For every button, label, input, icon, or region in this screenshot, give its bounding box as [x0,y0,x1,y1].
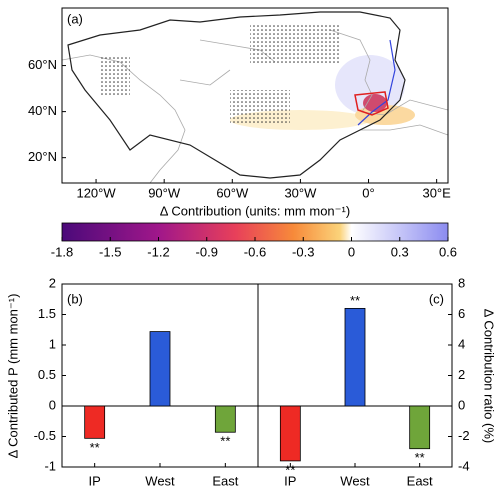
y-tick-label: 0 [458,397,465,412]
colorbar-tick-label: -1.2 [147,244,169,259]
x-tick-label: 90°W [148,185,181,200]
colorbar-tick-label: 0 [348,244,355,259]
y-tick-label: 4 [458,336,465,351]
significance-label: ** [220,434,230,449]
y-tick-label: 60°N [28,57,57,72]
y-tick-label: -0.5 [34,428,56,443]
x-tick-label: 60°W [216,185,249,200]
bar [84,405,106,439]
bar-frame [61,283,453,468]
y-tick-label: 2 [458,367,465,382]
west-boundary [357,39,396,126]
colorbar-tick-label: -1.5 [99,244,121,259]
panel-label: (c) [429,291,444,306]
colorbar-tick-label: -0.9 [196,244,218,259]
significance-label: ** [415,450,425,465]
colorbar-tick-label: -0.3 [292,244,314,259]
x-tick-label: West [145,473,175,488]
significance-dots [250,25,340,65]
shading [363,94,387,112]
y-tick-label: 2 [49,275,56,290]
bar [214,405,236,433]
colorbar-tick-label: -1.8 [51,244,73,259]
y-axis-label: Δ Contributed P (mm mon⁻¹) [5,294,20,459]
y-axis-label: Δ Contribution ratio (%) [482,309,497,443]
x-tick-label: IP [89,473,101,488]
y-tick-label: -1 [44,458,56,473]
x-tick-label: 0° [362,185,374,200]
y-tick-label: 0 [49,397,56,412]
x-tick-label: West [340,473,370,488]
y-tick-label: 8 [458,275,465,290]
significance-label: ** [90,440,100,455]
domain-outline [67,11,406,179]
y-tick-label: 40°N [28,103,57,118]
y-tick-label: 1 [49,336,56,351]
x-tick-label: IP [284,473,296,488]
significance-dots [100,55,130,95]
y-tick-label: 6 [458,306,465,321]
x-tick-label: East [407,473,433,488]
y-tick-label: -4 [458,458,470,473]
colorbar-tick-label: 0.6 [439,244,457,259]
colorbar-label: Δ Contribution (units: mm mon⁻¹) [160,203,350,218]
coastline [62,29,448,183]
y-tick-label: 0.5 [38,367,56,382]
significance-dots [230,90,290,125]
bar [409,405,431,450]
x-tick-label: East [212,473,238,488]
significance-label: ** [350,293,360,308]
panel-label: (a) [67,11,83,26]
x-tick-label: 30°E [422,185,451,200]
colorbar-tick-label: 0.3 [391,244,409,259]
map-layer [62,11,448,183]
bar [149,331,171,407]
panel-label: (b) [67,291,83,306]
colorbar-tick-label: -0.6 [244,244,266,259]
y-tick-label: 20°N [28,149,57,164]
bar [279,405,301,462]
map-frame [61,7,449,184]
y-tick-label: 1.5 [38,306,56,321]
x-tick-label: 120°W [76,185,116,200]
bar [344,307,366,407]
x-tick-label: 30°W [284,185,317,200]
significance-label: ** [285,462,295,477]
ip-outline [354,91,389,116]
y-tick-label: -2 [458,428,470,443]
